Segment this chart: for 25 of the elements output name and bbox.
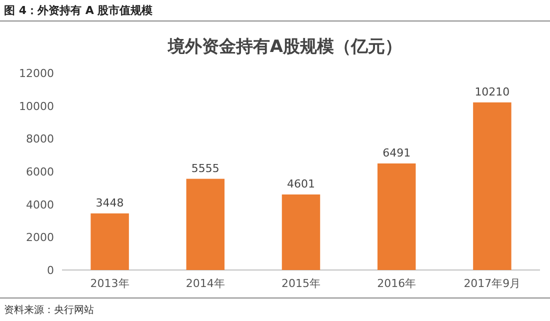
data-label: 6491 [382,146,411,160]
x-tick-label: 2017年9月 [464,277,521,290]
data-label: 10210 [474,85,510,98]
x-tick-label: 2014年 [186,277,225,290]
chart-title: 境外资金持有A股规模（亿元） [166,37,402,57]
y-tick-label: 0 [47,264,54,277]
text: 资料来源：央行网站 [4,304,94,316]
bar [186,178,225,270]
bar [473,102,512,270]
bar [282,194,320,270]
data-label: 5555 [191,162,220,175]
y-tick-label: 10000 [19,100,54,113]
y-tick-label: 12000 [19,67,54,80]
y-tick-label: 8000 [26,132,54,146]
bar [377,163,416,270]
y-tick-label: 2000 [26,231,54,244]
x-tick-label: 2013年 [90,277,130,290]
data-label: 4601 [287,177,315,190]
y-tick-label: 6000 [26,166,54,178]
y-tick-label: 4000 [26,198,54,212]
x-tick-label: 2015年 [282,277,320,290]
bar [90,213,129,270]
data-label: 3448 [96,196,124,210]
x-tick-label: 2016年 [377,277,416,290]
chart-subtitle: 图 4：外资持有 A 股市值规模 [4,4,154,17]
